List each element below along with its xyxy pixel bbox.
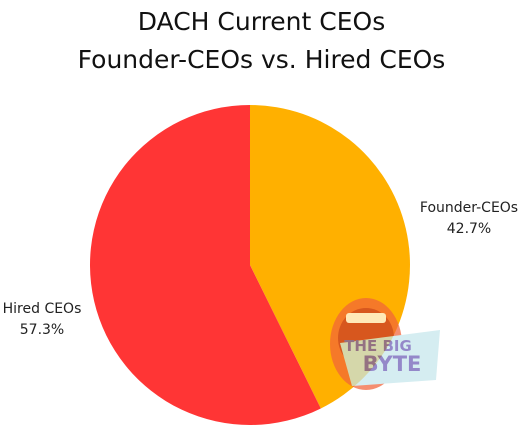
- slice-value-hired-ceos: 57.3%: [20, 322, 64, 338]
- chart-subtitle: Founder-CEOs vs. Hired CEOs: [78, 45, 446, 74]
- chart-title: DACH Current CEOs: [138, 7, 385, 36]
- mouth-logo-icon: [330, 298, 440, 390]
- slice-value-founder-ceos: 42.7%: [447, 221, 491, 237]
- pie-slice-hired-ceos: [89, 105, 321, 425]
- slice-label-hired-ceos: Hired CEOs: [3, 301, 82, 317]
- watermark-logo: THE BIG BYTE: [330, 298, 440, 390]
- watermark-line2: BYTE: [363, 352, 422, 376]
- watermark-line1: THE BIG: [344, 337, 412, 355]
- slice-label-founder-ceos: Founder-CEOs: [420, 200, 518, 216]
